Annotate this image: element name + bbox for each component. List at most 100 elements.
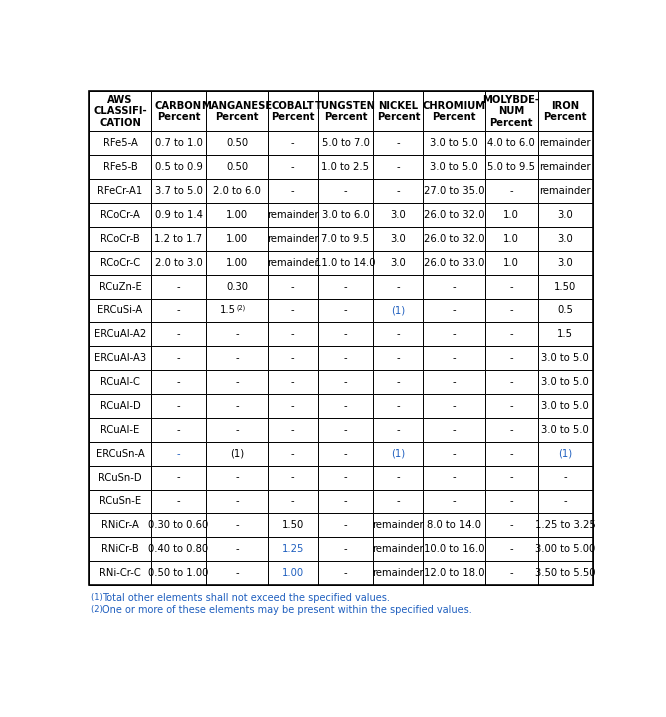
- Bar: [318, 465, 374, 490]
- Text: -: -: [452, 473, 456, 483]
- Text: 5.0 to 9.5: 5.0 to 9.5: [487, 162, 535, 172]
- Text: remainder: remainder: [539, 162, 591, 172]
- Bar: [424, 561, 485, 585]
- Text: -: -: [509, 521, 513, 531]
- Text: 1.50: 1.50: [554, 282, 577, 292]
- Text: -: -: [396, 282, 400, 292]
- Text: -: -: [344, 329, 347, 339]
- Text: -: -: [344, 425, 347, 435]
- Bar: [268, 346, 318, 370]
- Text: remainder: remainder: [539, 186, 591, 196]
- Text: 1.0: 1.0: [503, 257, 519, 267]
- Text: -: -: [452, 401, 456, 411]
- Bar: [374, 251, 424, 275]
- Bar: [424, 490, 485, 513]
- Bar: [537, 465, 593, 490]
- Bar: [151, 92, 206, 131]
- Bar: [424, 179, 485, 203]
- Bar: [485, 131, 537, 156]
- Bar: [537, 418, 593, 442]
- Bar: [151, 156, 206, 179]
- Bar: [318, 490, 374, 513]
- Bar: [89, 323, 151, 346]
- Text: RCuSn-D: RCuSn-D: [99, 473, 142, 483]
- Text: -: -: [344, 377, 347, 387]
- Text: 1.50: 1.50: [282, 521, 304, 531]
- Text: -: -: [291, 377, 294, 387]
- Bar: [151, 490, 206, 513]
- Text: 3.0 to 5.0: 3.0 to 5.0: [430, 138, 478, 148]
- Text: -: -: [235, 544, 239, 554]
- Bar: [485, 394, 537, 418]
- Bar: [89, 92, 151, 131]
- Bar: [268, 513, 318, 537]
- Text: -: -: [452, 449, 456, 459]
- Text: RNiCr-A: RNiCr-A: [101, 521, 139, 531]
- Bar: [206, 156, 268, 179]
- Bar: [374, 156, 424, 179]
- Bar: [268, 156, 318, 179]
- Bar: [537, 251, 593, 275]
- Text: NICKEL
Percent: NICKEL Percent: [377, 101, 420, 122]
- Bar: [206, 537, 268, 561]
- Bar: [424, 370, 485, 394]
- Text: MOLYBDE-
NUM
Percent: MOLYBDE- NUM Percent: [483, 95, 539, 128]
- Bar: [485, 92, 537, 131]
- Text: -: -: [509, 282, 513, 292]
- Bar: [206, 203, 268, 227]
- Bar: [268, 370, 318, 394]
- Bar: [206, 442, 268, 465]
- Text: -: -: [344, 496, 347, 506]
- Bar: [89, 92, 593, 585]
- Bar: [485, 490, 537, 513]
- Text: -: -: [563, 473, 567, 483]
- Bar: [424, 465, 485, 490]
- Text: RCoCr-A: RCoCr-A: [100, 210, 140, 220]
- Text: -: -: [396, 425, 400, 435]
- Text: -: -: [452, 377, 456, 387]
- Text: 0.50: 0.50: [226, 138, 248, 148]
- Text: -: -: [291, 473, 294, 483]
- Bar: [268, 561, 318, 585]
- Text: 2.0 to 3.0: 2.0 to 3.0: [155, 257, 202, 267]
- Text: 26.0 to 33.0: 26.0 to 33.0: [424, 257, 484, 267]
- Bar: [151, 465, 206, 490]
- Text: 3.0: 3.0: [390, 257, 406, 267]
- Text: -: -: [235, 568, 239, 578]
- Text: 1.0: 1.0: [503, 234, 519, 244]
- Bar: [268, 323, 318, 346]
- Text: 2.0 to 6.0: 2.0 to 6.0: [213, 186, 261, 196]
- Bar: [374, 418, 424, 442]
- Text: RFe5-A: RFe5-A: [103, 138, 137, 148]
- Text: (2): (2): [91, 605, 105, 614]
- Bar: [268, 418, 318, 442]
- Bar: [268, 131, 318, 156]
- Bar: [537, 275, 593, 298]
- Bar: [206, 465, 268, 490]
- Bar: [318, 156, 374, 179]
- Text: 3.0 to 5.0: 3.0 to 5.0: [541, 353, 589, 364]
- Bar: [374, 323, 424, 346]
- Bar: [206, 490, 268, 513]
- Bar: [151, 537, 206, 561]
- Bar: [485, 346, 537, 370]
- Text: remainder: remainder: [267, 257, 318, 267]
- Text: 1.00: 1.00: [282, 568, 304, 578]
- Text: 3.7 to 5.0: 3.7 to 5.0: [155, 186, 202, 196]
- Text: RCuAl-E: RCuAl-E: [101, 425, 140, 435]
- Text: -: -: [291, 401, 294, 411]
- Text: RNiCr-B: RNiCr-B: [101, 544, 139, 554]
- Text: -: -: [176, 282, 180, 292]
- Bar: [268, 227, 318, 251]
- Bar: [537, 490, 593, 513]
- Text: COBALT
Percent: COBALT Percent: [271, 101, 314, 122]
- Bar: [151, 298, 206, 323]
- Bar: [318, 275, 374, 298]
- Text: 1.25: 1.25: [282, 544, 304, 554]
- Text: 3.0: 3.0: [557, 234, 573, 244]
- Bar: [206, 513, 268, 537]
- Text: -: -: [235, 521, 239, 531]
- Text: -: -: [509, 329, 513, 339]
- Bar: [424, 275, 485, 298]
- Text: RNi-Cr-C: RNi-Cr-C: [99, 568, 141, 578]
